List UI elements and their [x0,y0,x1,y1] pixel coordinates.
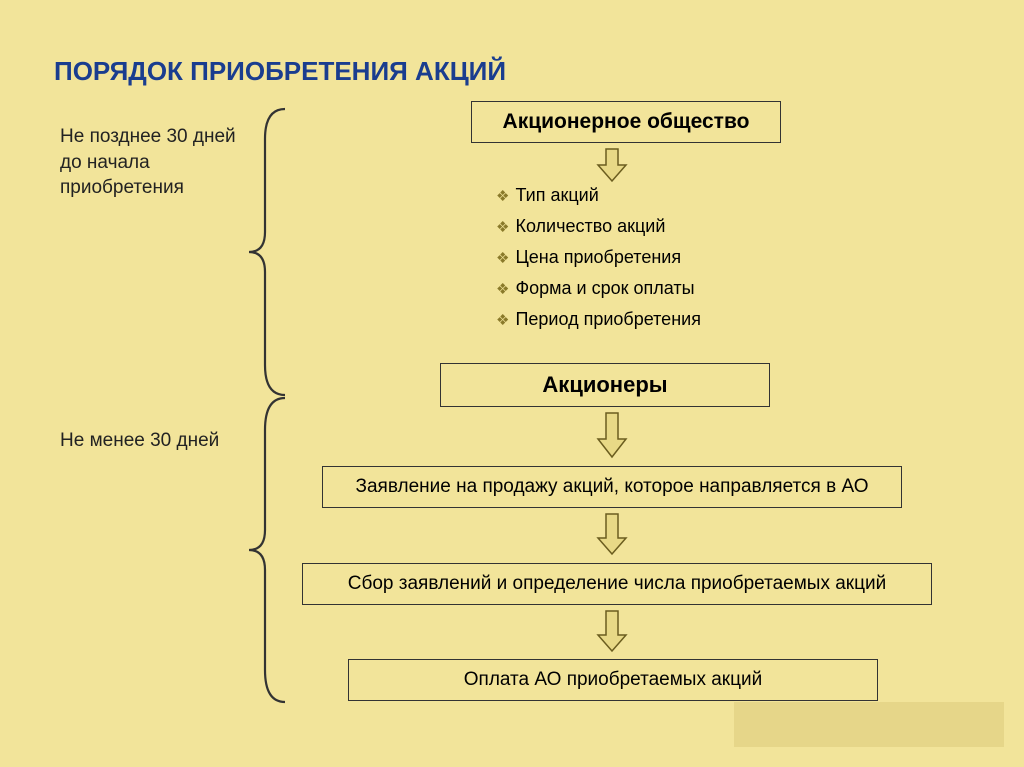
box-payment: Оплата АО приобретаемых акций [348,659,878,701]
bullet-item: Период приобретения [496,309,701,330]
bullet-list: Тип акций Количество акций Цена приобрет… [496,185,701,340]
brace-1 [243,107,293,397]
box-collection: Сбор заявлений и определение числа приоб… [302,563,932,605]
box-application: Заявление на продажу акций, которое напр… [322,466,902,508]
side-label-2: Не менее 30 дней [60,428,240,454]
arrow-3-icon [594,512,630,558]
footer-placeholder [734,702,1004,747]
side-label-1: Не позднее 30 дней до начала приобретени… [60,124,240,201]
bullet-item: Тип акций [496,185,701,206]
brace-2 [243,396,293,704]
arrow-4-icon [594,609,630,655]
box-shareholders: Акционеры [440,363,770,407]
bullet-item: Цена приобретения [496,247,701,268]
arrow-2-icon [594,411,630,461]
bullet-item: Количество акций [496,216,701,237]
arrow-1-icon [594,147,630,183]
box-company: Акционерное общество [471,101,781,143]
bullet-item: Форма и срок оплаты [496,278,701,299]
page-title: ПОРЯДОК ПРИОБРЕТЕНИЯ АКЦИЙ [54,56,506,87]
